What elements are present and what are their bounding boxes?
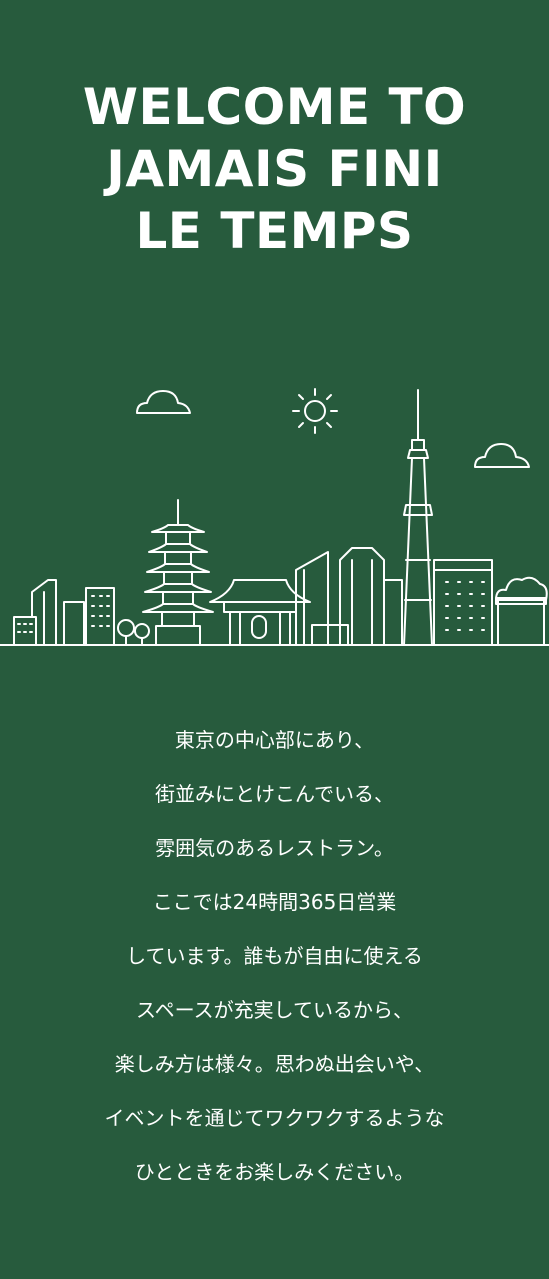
description-text: 東京の中心部にあり、 街並みにとけこんでいる、 雰囲気のあるレストラン。 ここで… xyxy=(0,718,549,1204)
welcome-title-line: LE TEMPS xyxy=(135,202,414,260)
description-line: 東京の中心部にあり、 xyxy=(174,728,375,752)
description-line: ここでは24時間365日営業 xyxy=(152,890,397,914)
skytree-icon xyxy=(403,389,433,646)
description-line: ひとときをお楽しみください。 xyxy=(134,1160,415,1184)
description-line: 雰囲気のあるレストラン。 xyxy=(155,836,394,860)
sun-icon xyxy=(292,388,338,434)
description-line: イベントを通じてワクワクするような xyxy=(104,1106,445,1130)
tokyo-skyline-icon xyxy=(0,380,549,655)
welcome-title-line: WELCOME TO xyxy=(82,78,467,136)
pagoda-icon xyxy=(142,499,214,646)
welcome-title-line: JAMAIS FINI xyxy=(106,140,443,198)
description-line: 楽しみ方は様々。思わぬ出会いや、 xyxy=(114,1052,435,1076)
cloud-icon xyxy=(474,443,530,468)
cloud-icon xyxy=(136,390,191,414)
description-line: 街並みにとけこんでいる、 xyxy=(155,782,394,806)
description-line: スペースが充実しているから、 xyxy=(136,998,413,1022)
description-line: しています。誰もが自由に使える xyxy=(126,944,423,968)
welcome-title: WELCOME TO JAMAIS FINI LE TEMPS xyxy=(0,76,549,262)
